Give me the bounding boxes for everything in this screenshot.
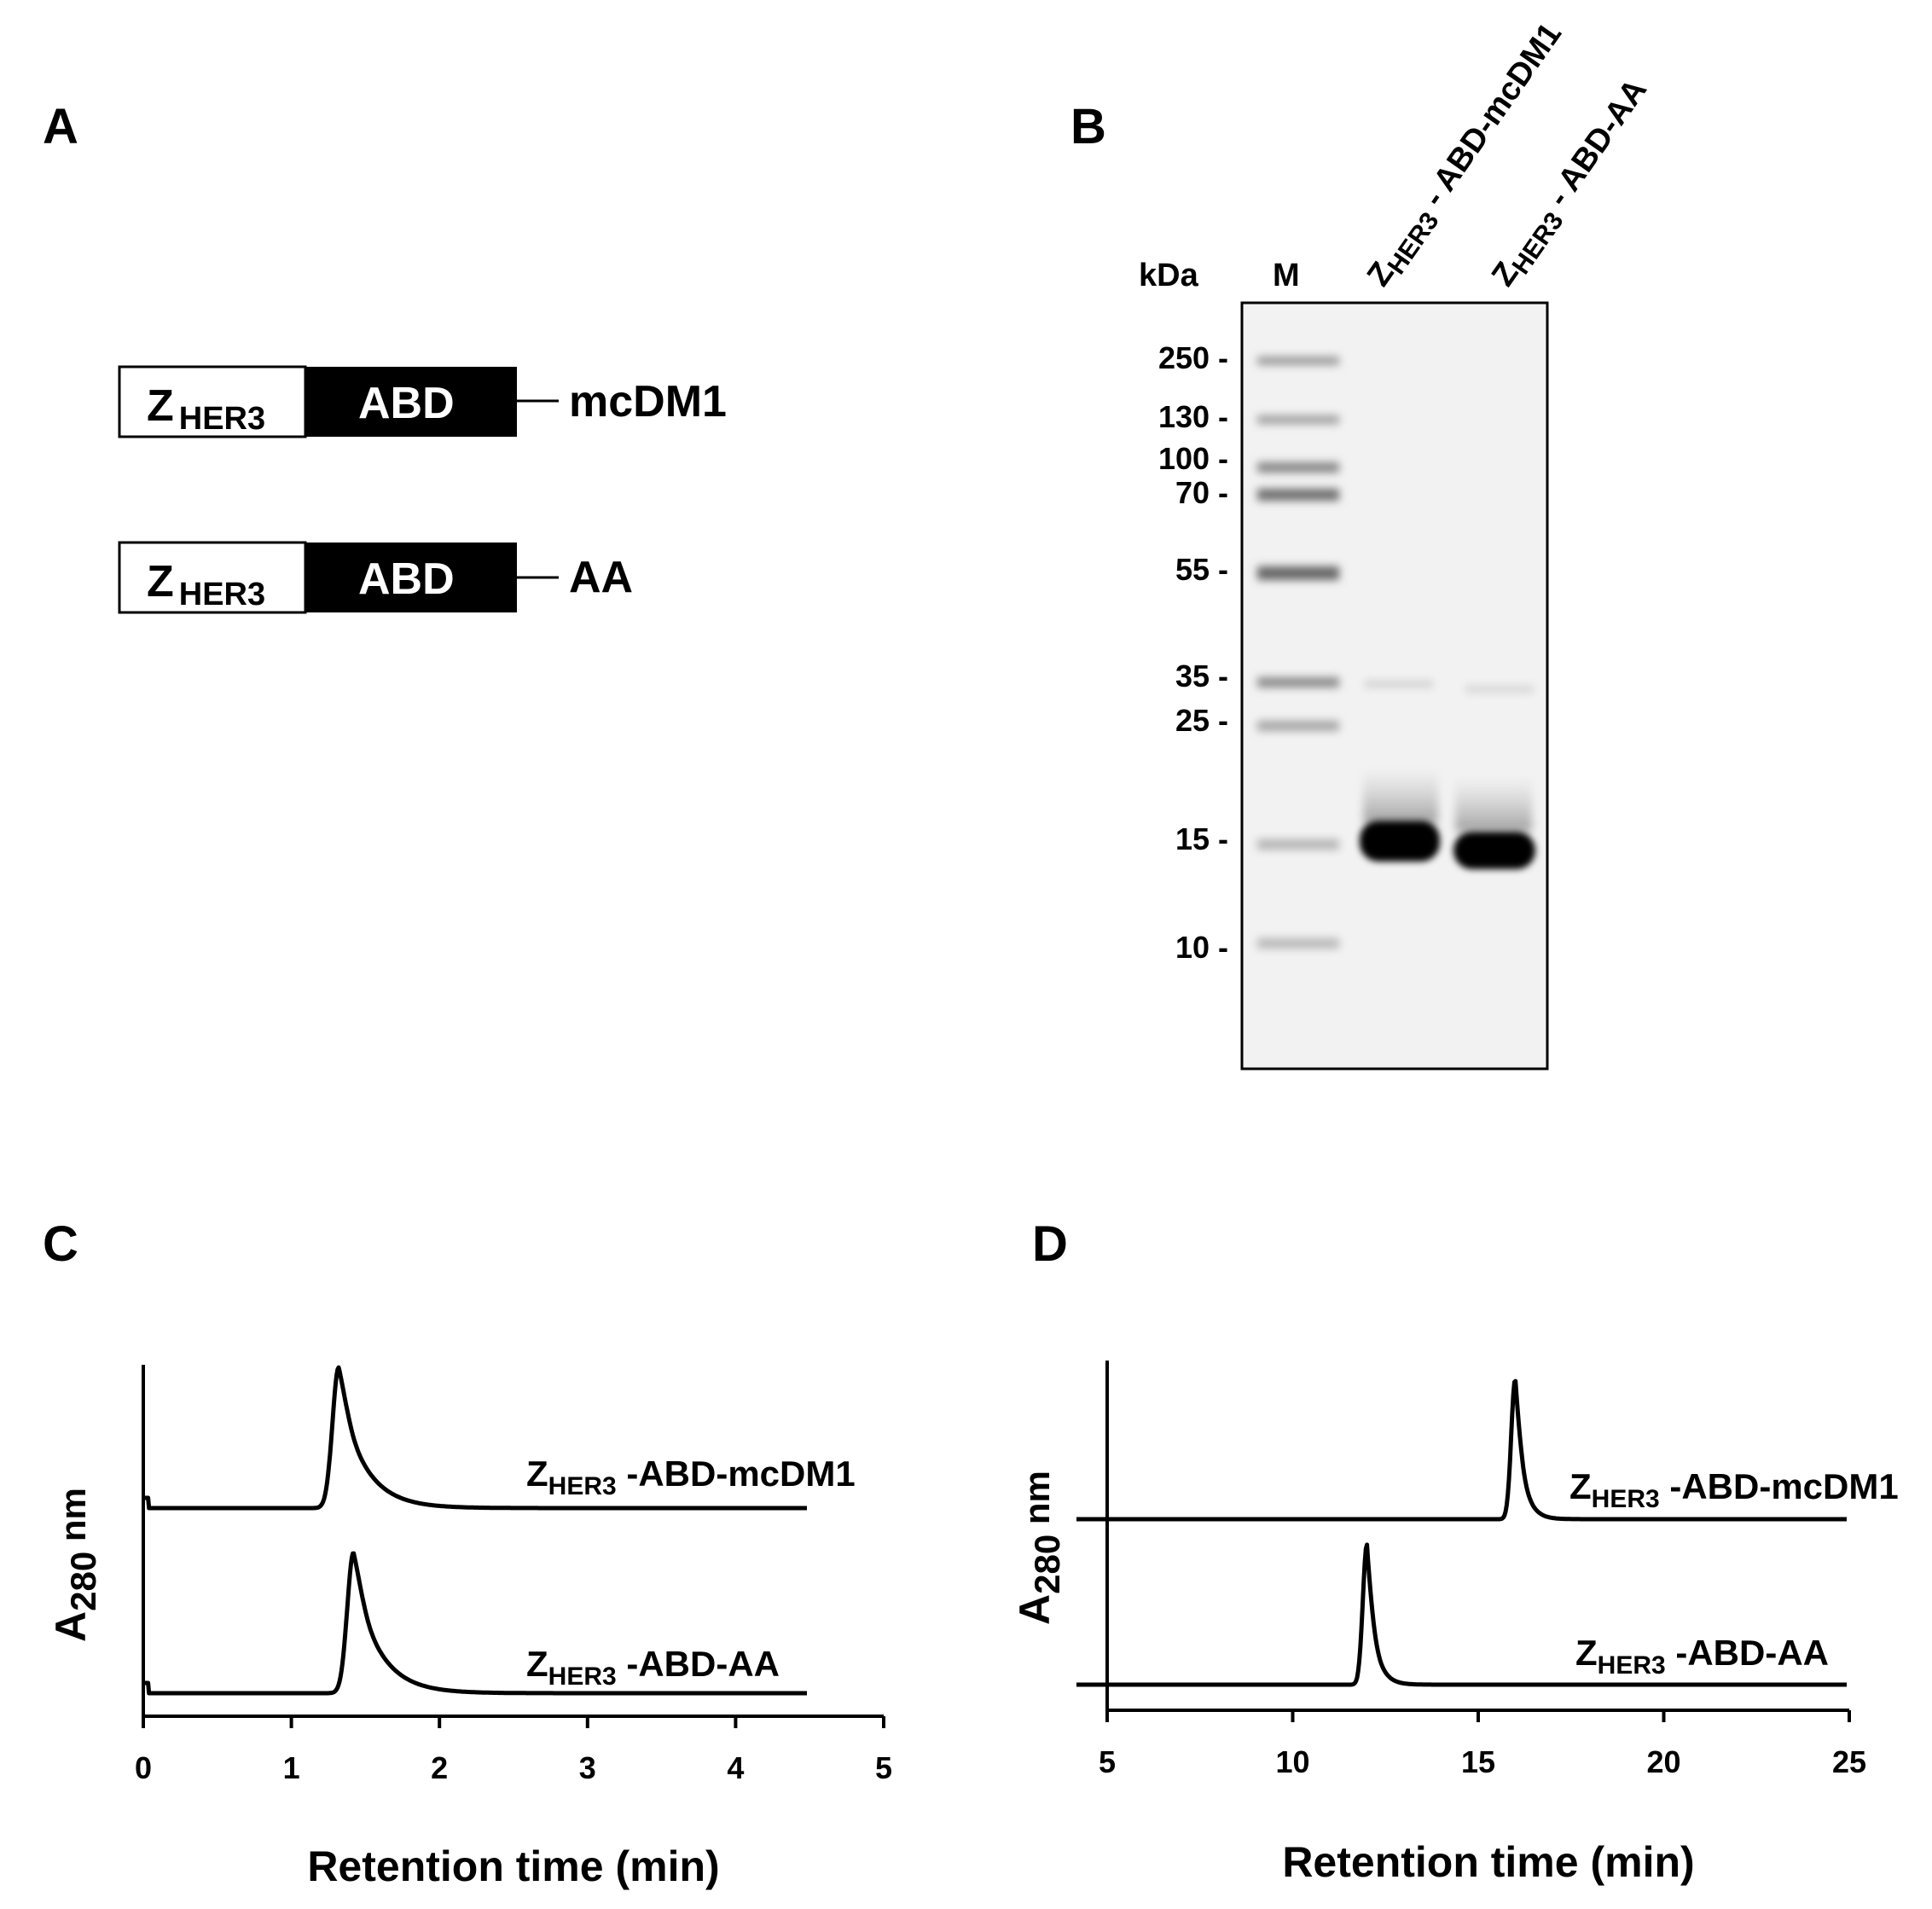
marker-lane-label: M — [1273, 258, 1300, 293]
mw-100: 100 - — [1158, 441, 1228, 476]
z-her3-box — [118, 365, 307, 438]
ladder-band-25 — [1257, 721, 1339, 731]
trace-label-c-aa: ZHER3 -ABD-AA — [526, 1644, 780, 1691]
x-tick-label-c-3: 3 — [579, 1750, 596, 1785]
x-tick-label-c-2: 2 — [431, 1750, 448, 1785]
trace-label-c-mcdm1: ZHER3 -ABD-mcDM1 — [526, 1454, 856, 1500]
mw-70: 70 - — [1175, 475, 1228, 510]
trace-label-d-mcdm1: ZHER3 -ABD-mcDM1 — [1569, 1466, 1899, 1513]
abd-box — [305, 367, 517, 437]
mw-25: 25 - — [1175, 703, 1228, 738]
smear-lane2 — [1455, 776, 1532, 832]
xlabel-c: Retention time (min) — [307, 1842, 719, 1890]
construct-aa: Z HER3 ABD AA — [118, 541, 633, 614]
suffix-label: mcDM1 — [569, 377, 727, 426]
trace-d-aa — [1075, 1542, 1848, 1687]
gel-image — [1240, 301, 1549, 1071]
trace-c-mcdm1 — [142, 1365, 809, 1511]
x-tick-label-d-15: 15 — [1461, 1744, 1495, 1779]
chart-c: 0 1 2 3 4 5 ZHER3 -ABD-mcDM1 ZHER3 -ABD-AA A2… — [47, 1365, 892, 1890]
panel-label-d: D — [1032, 1216, 1068, 1272]
trace-c-aa — [142, 1551, 809, 1696]
x-tick-label-c-5: 5 — [875, 1750, 892, 1785]
mw-10: 10 - — [1175, 930, 1228, 965]
mw-130: 130 - — [1158, 399, 1228, 434]
main-band-lane2 — [1453, 832, 1535, 869]
ladder-band-35 — [1257, 677, 1339, 688]
faint-band-lane2 — [1465, 686, 1534, 693]
ylabel-c: A280 nm — [47, 1488, 103, 1642]
kda-label: kDa — [1139, 258, 1199, 293]
ladder-band-55 — [1257, 566, 1339, 580]
suffix-label: AA — [569, 553, 633, 602]
trace-label-d-aa: ZHER3 -ABD-AA — [1575, 1633, 1829, 1680]
mw-35: 35 - — [1175, 659, 1228, 693]
x-tick-label-c-0: 0 — [135, 1750, 152, 1785]
mw-markers: 250 - 130 - 100 - 70 - 55 - 35 - 25 - 15… — [1158, 340, 1228, 965]
z-her3-label: Z HER3 — [147, 381, 265, 437]
trace-d-mcdm1 — [1075, 1378, 1848, 1522]
z-her3-box — [118, 541, 307, 614]
svg-text:A280 nm: A280 nm — [47, 1488, 103, 1642]
ladder-band-15 — [1257, 839, 1339, 850]
mw-55: 55 - — [1175, 552, 1228, 587]
chart-d: 5 10 15 20 25 ZHER3 -ABD-mcDM1 ZHER3 -ABD-AA… — [1011, 1361, 1899, 1886]
abd-label: ABD — [358, 554, 455, 604]
mw-15: 15 - — [1175, 821, 1228, 856]
ladder-band-100 — [1257, 462, 1339, 473]
main-band-lane1 — [1360, 821, 1440, 862]
x-tick-label-d-25: 25 — [1832, 1744, 1866, 1779]
z-her3-label: Z HER3 — [147, 557, 265, 612]
x-tick-label-c-4: 4 — [727, 1750, 744, 1785]
mw-250: 250 - — [1158, 340, 1228, 375]
x-tick-label-d-5: 5 — [1099, 1744, 1116, 1779]
faint-band-lane1 — [1365, 681, 1433, 688]
panel-label-c: C — [43, 1216, 78, 1272]
ladder-band-10 — [1257, 938, 1339, 949]
smear-lane1 — [1363, 768, 1438, 823]
ylabel-d: A280 nm — [1011, 1471, 1067, 1625]
abd-box — [305, 543, 517, 612]
panel-label-a: A — [43, 99, 78, 154]
ladder-band-250 — [1257, 357, 1339, 365]
x-tick-label-d-10: 10 — [1275, 1744, 1309, 1779]
ladder-band-130 — [1257, 415, 1339, 424]
svg-text:A280 nm: A280 nm — [1011, 1471, 1067, 1625]
ladder-band-70 — [1257, 489, 1339, 501]
xlabel-d: Retention time (min) — [1282, 1838, 1694, 1886]
x-tick-label-c-1: 1 — [283, 1750, 300, 1785]
construct-mcdm1: Z HER3 ABD mcDM1 — [118, 365, 727, 438]
panel-label-b: B — [1070, 99, 1106, 154]
ladder-bands — [1257, 357, 1339, 949]
abd-label: ABD — [358, 379, 455, 428]
x-tick-label-d-20: 20 — [1646, 1744, 1680, 1779]
